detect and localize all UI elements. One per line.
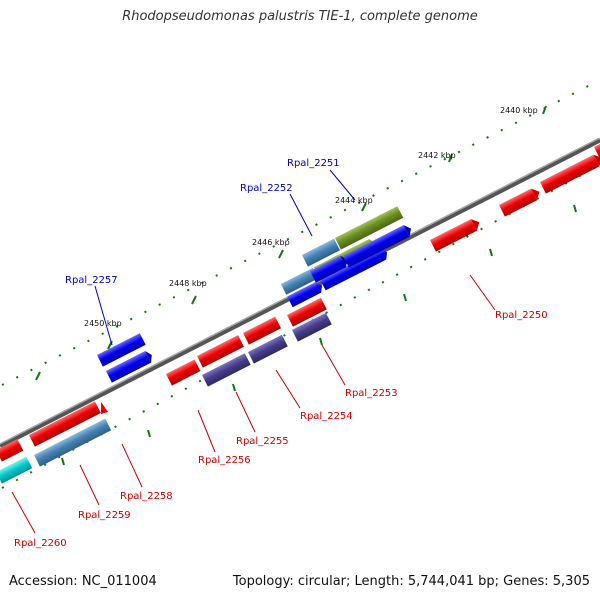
gene-forward[interactable] xyxy=(287,280,325,308)
tick-label: 2446 kbp xyxy=(252,238,290,247)
gene-forward[interactable] xyxy=(343,225,410,268)
tick-label: 2440 kbp xyxy=(500,106,538,115)
gene-forward[interactable] xyxy=(106,351,152,383)
tick-label: 2448 kbp xyxy=(169,279,207,288)
gene-reverse[interactable] xyxy=(287,297,327,327)
gene-blocks xyxy=(0,140,600,484)
gene-rpal-2252[interactable] xyxy=(280,267,319,295)
gene-rpal-2254[interactable] xyxy=(243,316,281,345)
gene-forward[interactable] xyxy=(594,140,600,159)
gene-label[interactable]: Rpal_2252 xyxy=(240,183,293,194)
gene-rpal-2256[interactable] xyxy=(202,353,251,387)
gene-reverse[interactable] xyxy=(0,439,24,462)
gene-rpal-2255[interactable] xyxy=(248,334,288,364)
major-ticks xyxy=(35,105,547,381)
gene-label[interactable]: Rpal_2254 xyxy=(300,411,353,422)
gene-reverse[interactable] xyxy=(166,359,201,386)
accession-text: Accession: NC_011004 xyxy=(9,574,157,589)
gene-label[interactable]: Rpal_2259 xyxy=(78,510,131,521)
gene-label[interactable]: Rpal_2255 xyxy=(236,436,289,447)
gene-label[interactable]: Rpal_2256 xyxy=(198,455,251,466)
tick-label: 2450 kbp xyxy=(84,319,122,328)
gene-label[interactable]: Rpal_2257 xyxy=(65,275,118,286)
map-title: Rhodopseudomonas palustris TIE-1, comple… xyxy=(122,9,478,24)
labels-below: Rpal_2250 Rpal_2253 Rpal_2254 Rpal_2255 … xyxy=(11,274,548,549)
tick-label: 2442 kbp xyxy=(418,151,456,160)
gene-forward[interactable] xyxy=(310,255,347,283)
gene-rpal-2260[interactable] xyxy=(0,456,33,484)
gene-rpal-2251[interactable] xyxy=(335,206,404,250)
inner-major-ticks xyxy=(61,204,577,466)
tick-label: 2444 kbp xyxy=(335,196,373,205)
gene-forward[interactable] xyxy=(320,247,390,291)
topology-text: Topology: circular; Length: 5,744,041 bp… xyxy=(232,574,590,589)
gene-rpal-2257[interactable] xyxy=(97,333,146,367)
gene-label[interactable]: Rpal_2251 xyxy=(287,158,340,169)
gene-small[interactable] xyxy=(101,402,108,414)
gene-label[interactable]: Rpal_2253 xyxy=(345,388,398,399)
gene-rpal-2252[interactable] xyxy=(302,238,340,267)
labels-above: Rpal_2251 Rpal_2252 Rpal_2257 xyxy=(65,158,356,346)
gene-label[interactable]: Rpal_2260 xyxy=(14,538,67,549)
gene-rpal-2253[interactable] xyxy=(292,312,332,342)
gene-reverse[interactable] xyxy=(197,335,244,368)
gene-rpal-2259[interactable] xyxy=(34,418,112,467)
gene-label[interactable]: Rpal_2250 xyxy=(495,310,548,321)
gene-forward[interactable] xyxy=(498,188,537,217)
gene-forward[interactable] xyxy=(540,154,600,194)
gene-rpal-2258[interactable] xyxy=(28,401,101,447)
gene-label[interactable]: Rpal_2258 xyxy=(120,491,173,502)
gene-rpal-2250[interactable] xyxy=(430,219,477,252)
